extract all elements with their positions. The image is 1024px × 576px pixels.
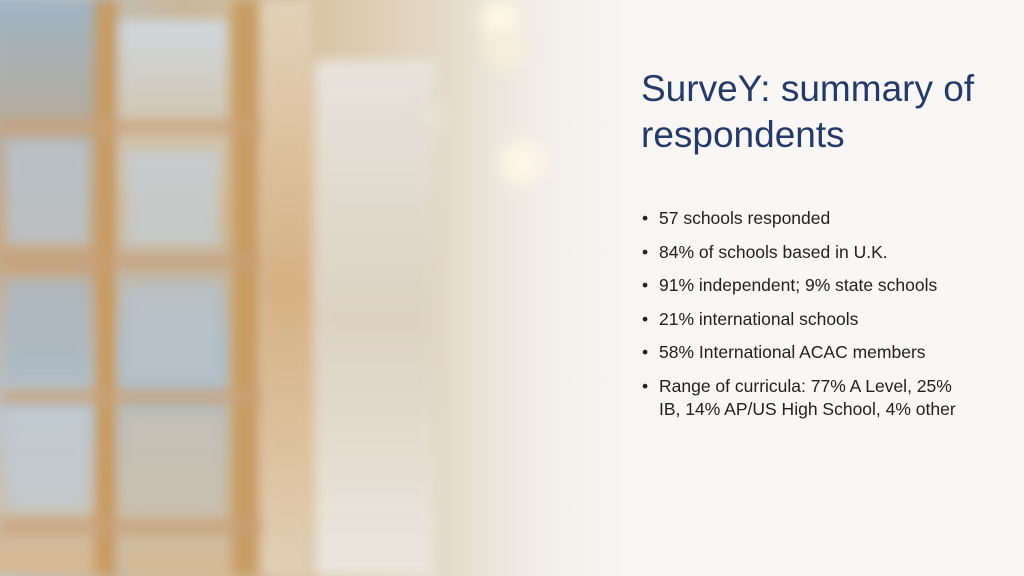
list-item: • Range of curricula: 77% A Level, 25% IB…	[641, 375, 961, 421]
bullet-icon: •	[642, 208, 649, 228]
list-item-text: 21% international schools	[659, 308, 859, 329]
bullet-icon: •	[642, 275, 649, 295]
list-item: • 84% of schools based in U.K.	[641, 241, 961, 264]
list-item-text: 91% independent; 9% state schools	[659, 275, 938, 295]
list-item: • 21% international schools	[641, 308, 961, 331]
respondents-summary-list: • 57 schools responded • 84% of schools ba…	[641, 207, 961, 431]
bullet-icon: •	[642, 342, 649, 362]
list-item: • 58% International ACAC members	[641, 341, 961, 364]
bullet-icon: •	[642, 375, 649, 396]
list-item: • 91% independent; 9% state schools	[641, 274, 961, 297]
bullet-icon: •	[642, 241, 649, 262]
list-item-text: 84% of schools based in U.K.	[659, 241, 888, 262]
list-item-text: 57 schools responded	[659, 208, 831, 228]
list-item: • 57 schools responded	[641, 207, 961, 230]
bullet-icon: •	[642, 308, 649, 329]
slide-title: SurveY: summary of respondents	[641, 68, 975, 155]
list-item-text: 58% International ACAC members	[659, 342, 926, 362]
list-item-text: Range of curricula: 77% A Level, 25% IB,…	[659, 375, 956, 419]
